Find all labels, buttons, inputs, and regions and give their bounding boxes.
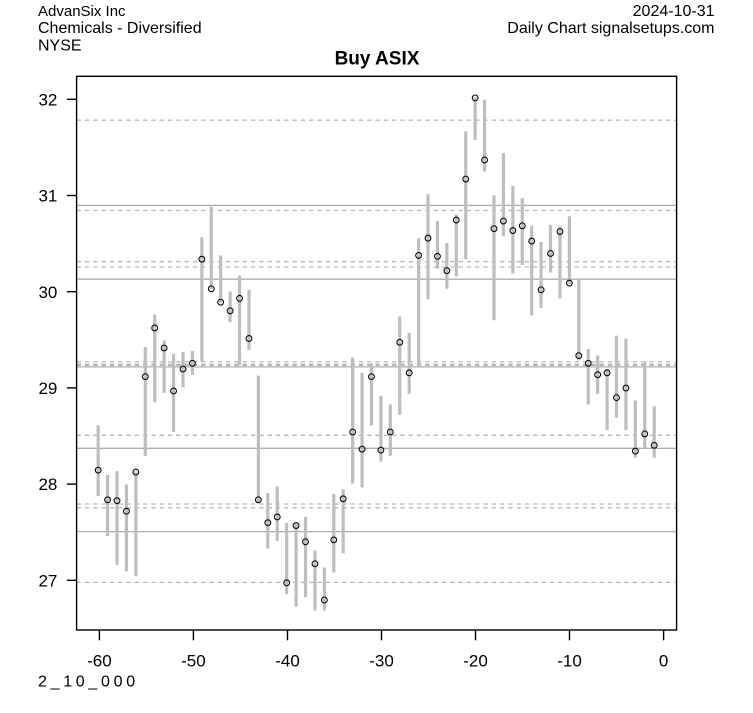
svg-text:0: 0 [659,651,668,670]
svg-text:AdvanSix Inc: AdvanSix Inc [38,3,126,20]
svg-text:2024-10-31: 2024-10-31 [633,3,715,20]
svg-text:-10: -10 [557,651,582,670]
svg-text:-20: -20 [463,651,488,670]
svg-text:30: 30 [38,283,57,302]
svg-text:31: 31 [38,187,57,206]
svg-text:2_10_000: 2_10_000 [38,674,139,691]
svg-text:-50: -50 [181,651,206,670]
svg-text:NYSE: NYSE [38,38,82,55]
svg-text:-30: -30 [369,651,394,670]
svg-text:Chemicals - Diversified: Chemicals - Diversified [38,20,202,37]
svg-text:28: 28 [38,475,57,494]
svg-text:29: 29 [38,379,57,398]
svg-text:-60: -60 [87,651,112,670]
svg-text:Daily Chart signalsetups.com: Daily Chart signalsetups.com [507,20,714,37]
svg-text:-40: -40 [275,651,300,670]
svg-text:27: 27 [38,571,57,590]
svg-text:32: 32 [38,90,57,109]
svg-text:Buy ASIX: Buy ASIX [335,49,420,70]
